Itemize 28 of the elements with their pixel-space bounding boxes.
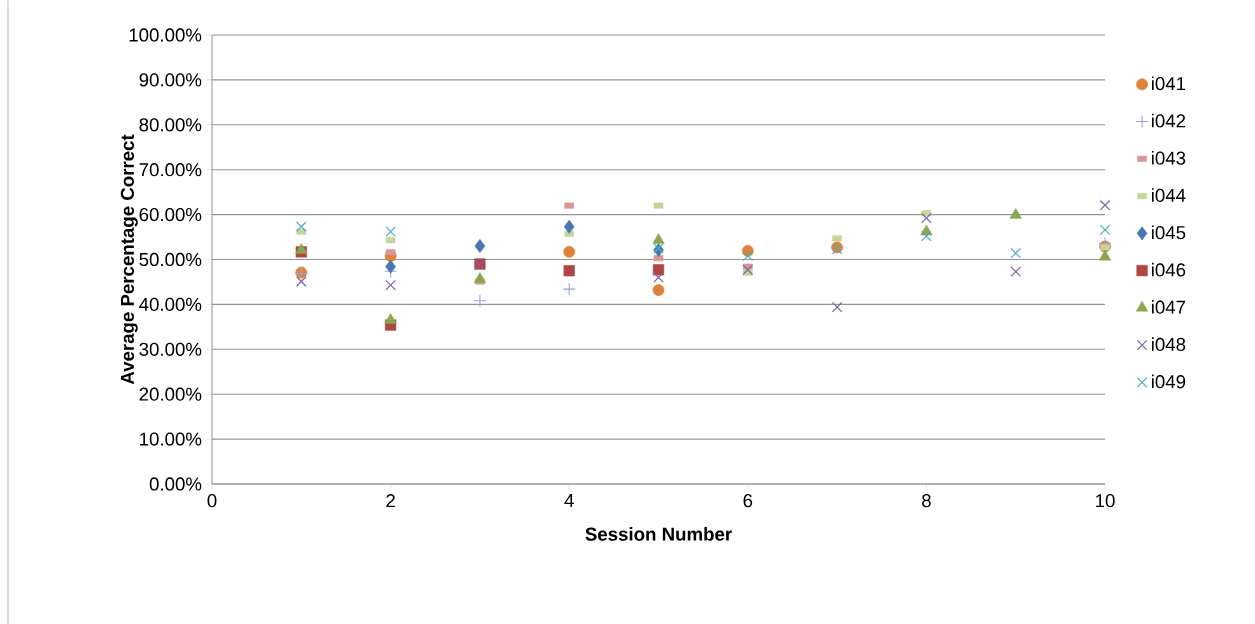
legend-label: i043 [1152,151,1186,165]
y-tick-label: 10.00% [140,432,202,446]
y-tick-label: 80.00% [139,118,202,132]
x-tick-label: 2 [386,494,395,508]
legend-label: i048 [1152,337,1186,352]
legend-label: i041 [1152,76,1186,91]
legend-label: i042 [1152,113,1186,128]
x-tick-label: 8 [922,494,931,508]
y-tick-label: 50.00% [139,252,202,267]
y-tick-label: 100.00% [129,28,202,42]
y-tick-label: 30.00% [139,342,202,356]
x-tick-label: 6 [743,494,753,508]
y-axis-title: Average Percentage Correct [120,134,138,385]
x-tick-label: 4 [564,494,574,507]
x-tick-label: 10 [1096,494,1115,508]
legend-label: i047 [1152,300,1186,314]
y-tick-label: 90.00% [139,73,202,87]
legend-label: i049 [1152,374,1186,389]
legend-label: i044 [1152,188,1186,203]
y-tick-label: 40.00% [139,297,202,312]
y-tick-label: 0.00% [149,477,202,491]
x-axis-title: Session Number [585,527,732,541]
legend-label: i046 [1152,262,1186,277]
legend-label: i045 [1152,225,1186,240]
y-tick-label: 70.00% [139,163,202,177]
y-tick-label: 20.00% [139,387,202,401]
x-tick-label: 0 [207,494,217,508]
y-tick-label: 60.00% [139,207,202,222]
